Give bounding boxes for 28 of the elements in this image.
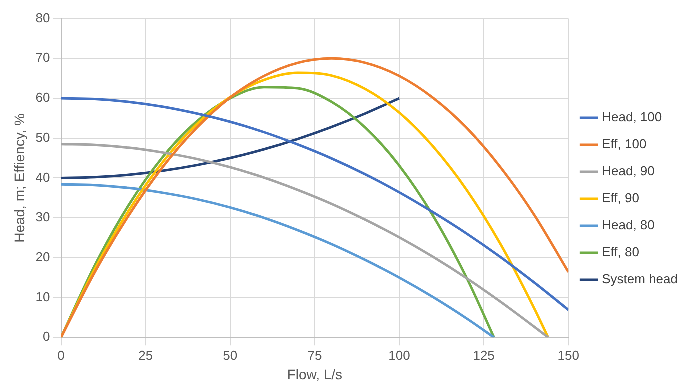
x-tick-label: 100	[388, 348, 410, 363]
legend-label: Head, 100	[602, 110, 662, 125]
legend-label: Head, 90	[602, 164, 655, 179]
line-series	[61, 183, 496, 338]
legend-label: Head, 80	[602, 218, 655, 233]
y-tick-label: 30	[36, 210, 50, 225]
line-series	[61, 97, 401, 180]
y-tick-label: 10	[36, 289, 50, 304]
y-tick-label: 80	[36, 10, 50, 26]
legend-label: System head	[602, 272, 678, 287]
x-tick-label: 75	[308, 348, 322, 363]
legend-label: Eff, 100	[602, 136, 647, 152]
x-tick-label: 125	[473, 348, 495, 363]
y-tick-label: 50	[36, 130, 50, 145]
x-tick-label: 0	[58, 348, 65, 363]
x-tick-label: 50	[223, 348, 238, 363]
legend-label: Eff, 80	[602, 244, 640, 260]
x-tick-label: 25	[138, 348, 154, 363]
x-tick-label: 150	[558, 348, 580, 363]
y-tick-label: 60	[36, 90, 50, 106]
y-tick-label: 40	[36, 170, 50, 185]
y-axis-title: Head, m; Effiency, %	[11, 113, 28, 243]
legend-label: Eff, 90	[602, 190, 640, 206]
y-tick-label: 20	[36, 249, 50, 264]
line-series	[61, 143, 550, 338]
y-tick-label: 70	[36, 50, 50, 66]
y-tick-label: 0	[43, 329, 50, 344]
x-axis-title: Flow, L/s	[287, 366, 343, 382]
